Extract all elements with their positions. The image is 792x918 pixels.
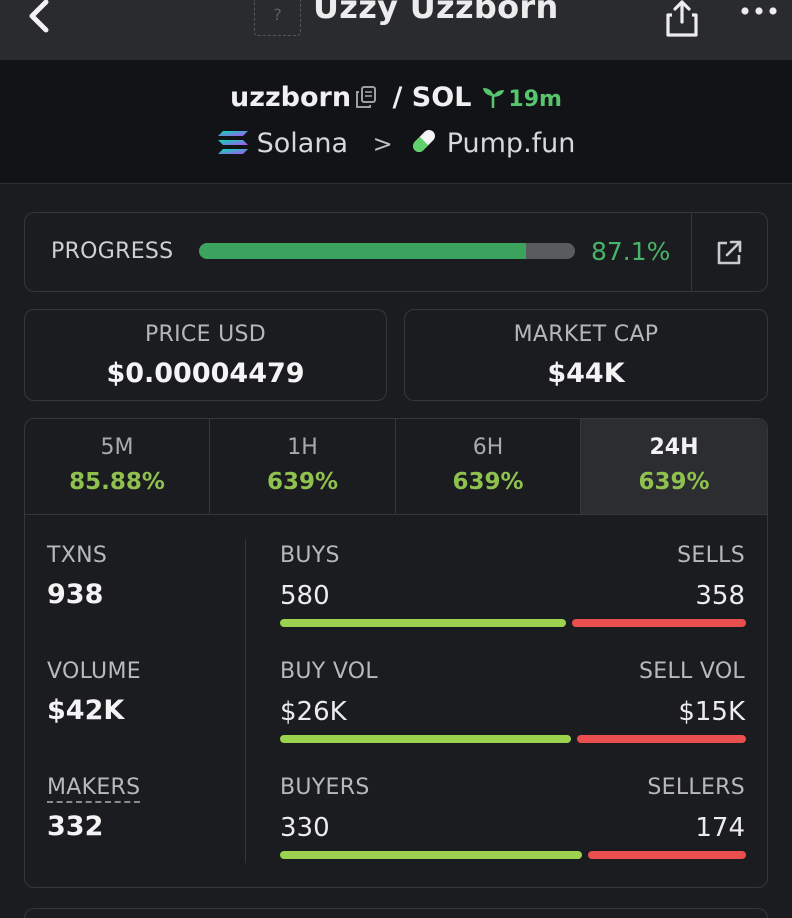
sell-vol-label: SELL VOL: [638, 659, 745, 684]
progress-percentage: 87.1%: [591, 237, 671, 266]
txns-value: 938: [47, 579, 104, 610]
sell-segment: [588, 851, 746, 859]
txns-label: TXNS: [47, 543, 108, 568]
market-cap-value: $44K: [547, 358, 625, 389]
market-cap-label: MARKET CAP: [513, 322, 659, 347]
divider: [691, 213, 692, 291]
sells-label: SELLS: [677, 543, 745, 568]
pair-age: 19m: [508, 87, 562, 112]
token-thumbnail: ?: [254, 0, 301, 36]
buyers-label: BUYERS: [280, 775, 370, 800]
price-change: 639%: [638, 469, 710, 495]
buys-sells-bar: [280, 619, 746, 627]
buy-vol-label: BUY VOL: [280, 659, 378, 684]
timeframe-tabs: 5M 85.88% 1H 639% 6H 639% 24H 639%: [25, 419, 767, 515]
buy-segment: [280, 851, 582, 859]
buyers-sellers-bar: [280, 851, 746, 859]
token-symbol: uzzborn: [230, 82, 352, 113]
pair-separator: /: [392, 82, 403, 113]
sell-segment: [572, 619, 746, 627]
progress-bar: [199, 243, 575, 259]
buys-label: BUYS: [280, 543, 340, 568]
more-options-button[interactable]: [738, 2, 780, 20]
breadcrumb-separator: >: [372, 130, 393, 158]
buyers-value: 330: [280, 813, 330, 843]
makers-value: 332: [47, 811, 104, 842]
sells-value: 358: [695, 581, 745, 611]
buys-value: 580: [280, 581, 330, 611]
sellers-label: SELLERS: [647, 775, 745, 800]
transactions-panel: 5M 85.88% 1H 639% 6H 639% 24H 639% TXNS …: [24, 418, 768, 888]
market-cap-card: MARKET CAP $44K: [404, 309, 768, 401]
dex-name[interactable]: Pump.fun: [446, 128, 576, 159]
tab-label: 5M: [100, 435, 134, 460]
divider: [395, 419, 396, 514]
buy-segment: [280, 619, 566, 627]
copy-button[interactable]: [355, 85, 377, 116]
page-title: Uzzy Uzzborn: [313, 0, 559, 26]
tab-label: 6H: [472, 435, 504, 460]
share-icon: [666, 0, 698, 37]
progress-bar-fill: [199, 243, 527, 259]
price-usd-card: PRICE USD $0.00004479: [24, 309, 387, 401]
volume-split-bar: [280, 735, 746, 743]
chain-name[interactable]: Solana: [256, 128, 348, 159]
pill-icon: [409, 126, 439, 163]
volume-value: $42K: [47, 695, 125, 726]
copy-icon: [356, 86, 377, 108]
price-change: 85.88%: [69, 469, 165, 495]
price-usd-value: $0.00004479: [106, 358, 305, 389]
divider: [580, 419, 581, 514]
price-change: 639%: [266, 469, 339, 495]
price-usd-label: PRICE USD: [144, 322, 266, 347]
pair-header: uzzborn / SOL 19m: [0, 60, 792, 184]
next-section-card: [24, 908, 768, 918]
top-nav-bar: ? Uzzy Uzzborn: [0, 0, 792, 60]
buy-segment: [280, 735, 571, 743]
more-dots-icon: [741, 7, 777, 15]
progress-label: PROGRESS: [51, 239, 174, 264]
tab-1h[interactable]: 1H 639%: [210, 419, 395, 514]
chevron-left-icon: [29, 0, 49, 33]
open-external-button[interactable]: [715, 239, 743, 267]
sell-vol-value: $15K: [678, 697, 745, 727]
tab-label: 24H: [649, 435, 699, 460]
makers-label[interactable]: MAKERS: [47, 775, 141, 803]
share-button[interactable]: [664, 0, 700, 38]
tab-6h[interactable]: 6H 639%: [396, 419, 580, 514]
bonding-progress-card: PROGRESS 87.1%: [24, 212, 768, 292]
buy-vol-value: $26K: [280, 697, 347, 727]
price-change: 639%: [452, 469, 524, 495]
tab-24h[interactable]: 24H 639%: [581, 419, 767, 514]
sell-segment: [577, 735, 746, 743]
volume-label: VOLUME: [47, 659, 141, 684]
pair-title: uzzborn / SOL 19m: [0, 82, 792, 116]
divider: [209, 419, 210, 514]
tab-5m[interactable]: 5M 85.88%: [25, 419, 209, 514]
tab-label: 1H: [287, 435, 318, 460]
quote-symbol: SOL: [411, 82, 472, 113]
column-divider: [245, 539, 246, 863]
sellers-value: 174: [695, 813, 745, 843]
external-link-icon: [717, 240, 742, 265]
solana-logo-icon: [217, 130, 249, 163]
sprout-icon: [481, 84, 505, 115]
back-button[interactable]: [22, 0, 62, 34]
chain-breadcrumb: Solana > Pump.fun: [0, 126, 792, 163]
